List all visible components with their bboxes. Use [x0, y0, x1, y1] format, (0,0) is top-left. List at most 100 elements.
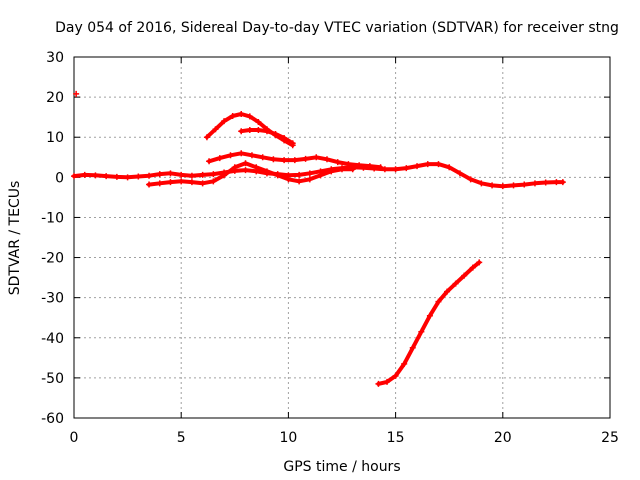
data-point — [435, 298, 442, 305]
data-point — [384, 378, 391, 385]
data-point — [424, 161, 431, 168]
data-series-arc-main-low — [71, 161, 566, 190]
data-point — [435, 161, 442, 168]
y-tick-label: -40 — [41, 331, 64, 347]
data-point — [242, 167, 249, 174]
data-point — [272, 131, 279, 138]
data-series-arc-mid — [206, 150, 384, 171]
data-point — [210, 178, 217, 185]
data-point — [178, 171, 185, 178]
data-point — [135, 173, 142, 180]
data-point — [274, 172, 281, 179]
data-point — [270, 156, 277, 163]
data-point — [263, 128, 270, 135]
data-point — [285, 176, 292, 183]
data-point — [381, 166, 388, 173]
data-point — [263, 168, 270, 175]
data-point — [73, 90, 80, 97]
data-point — [345, 161, 352, 168]
data-point — [521, 181, 528, 188]
data-point — [206, 158, 213, 165]
data-point — [242, 160, 249, 167]
data-series-arc-hump-low — [238, 127, 296, 147]
data-point — [414, 163, 421, 170]
data-point — [559, 179, 566, 186]
data-point — [113, 173, 120, 180]
data-point — [216, 155, 223, 162]
data-point — [259, 154, 266, 161]
data-point — [229, 112, 236, 119]
data-point — [531, 180, 538, 187]
data-point — [313, 154, 320, 161]
data-point — [167, 170, 174, 177]
x-tick-label: 20 — [494, 430, 512, 446]
data-point — [212, 126, 219, 133]
data-point — [426, 312, 433, 319]
data-point — [281, 135, 288, 142]
data-point — [478, 180, 485, 187]
data-point — [328, 168, 335, 175]
data-point — [317, 172, 324, 179]
data-point — [238, 110, 245, 117]
data-point — [291, 157, 298, 164]
y-tick-label: -10 — [41, 210, 64, 226]
data-point — [456, 170, 463, 177]
data-layer — [71, 90, 566, 387]
data-point — [210, 171, 217, 178]
data-point — [199, 180, 206, 187]
y-tick-label: 20 — [46, 90, 64, 106]
data-point — [403, 165, 410, 172]
data-point — [461, 272, 468, 279]
y-tick-label: 30 — [46, 50, 64, 66]
grid-layer — [74, 57, 610, 418]
data-point — [124, 174, 131, 181]
data-point — [188, 172, 195, 179]
data-point — [339, 166, 345, 173]
data-point — [248, 152, 255, 159]
y-tick-label: -50 — [41, 371, 64, 387]
data-point — [255, 127, 262, 134]
data-point — [231, 164, 238, 171]
data-point — [199, 171, 206, 178]
chart-title: Day 054 of 2016, Sidereal Day-to-day VTE… — [55, 20, 619, 36]
y-tick-label: -60 — [41, 411, 64, 427]
data-point — [392, 166, 399, 173]
data-point — [323, 156, 330, 163]
data-series-outlier — [73, 90, 80, 97]
data-series-arc-descent — [375, 259, 483, 387]
data-point — [238, 150, 245, 157]
data-point — [296, 178, 303, 185]
data-point — [542, 179, 549, 186]
y-axis-title: SDTVAR / TECUs — [7, 181, 23, 296]
data-point — [289, 140, 296, 147]
data-point — [221, 172, 228, 179]
data-point — [401, 360, 408, 367]
data-point — [92, 172, 99, 179]
data-point — [178, 178, 185, 185]
data-point — [489, 182, 496, 189]
y-tick-label: 0 — [55, 170, 64, 186]
data-trace — [376, 260, 482, 386]
data-point — [146, 181, 153, 188]
x-tick-label: 5 — [177, 430, 186, 446]
data-point — [334, 159, 341, 166]
data-point — [188, 179, 195, 186]
data-point — [499, 183, 506, 190]
data-point — [467, 176, 474, 183]
data-point — [349, 166, 356, 173]
data-point — [227, 152, 234, 159]
data-point — [476, 259, 483, 266]
tick-layer: 0 5 10 15 20 25 -60 -50 -40 -30 -20 -10 0 10 20 30 — [41, 50, 619, 446]
data-point — [296, 171, 303, 178]
data-point — [356, 162, 363, 169]
data-point — [221, 118, 228, 125]
data-point — [246, 113, 253, 120]
data-series-arc-dip — [146, 160, 356, 188]
data-point — [306, 170, 313, 177]
data-point — [302, 155, 309, 162]
data-point — [246, 127, 253, 134]
data-point — [444, 288, 451, 295]
data-point — [446, 164, 453, 171]
x-tick-label: 10 — [279, 430, 297, 446]
